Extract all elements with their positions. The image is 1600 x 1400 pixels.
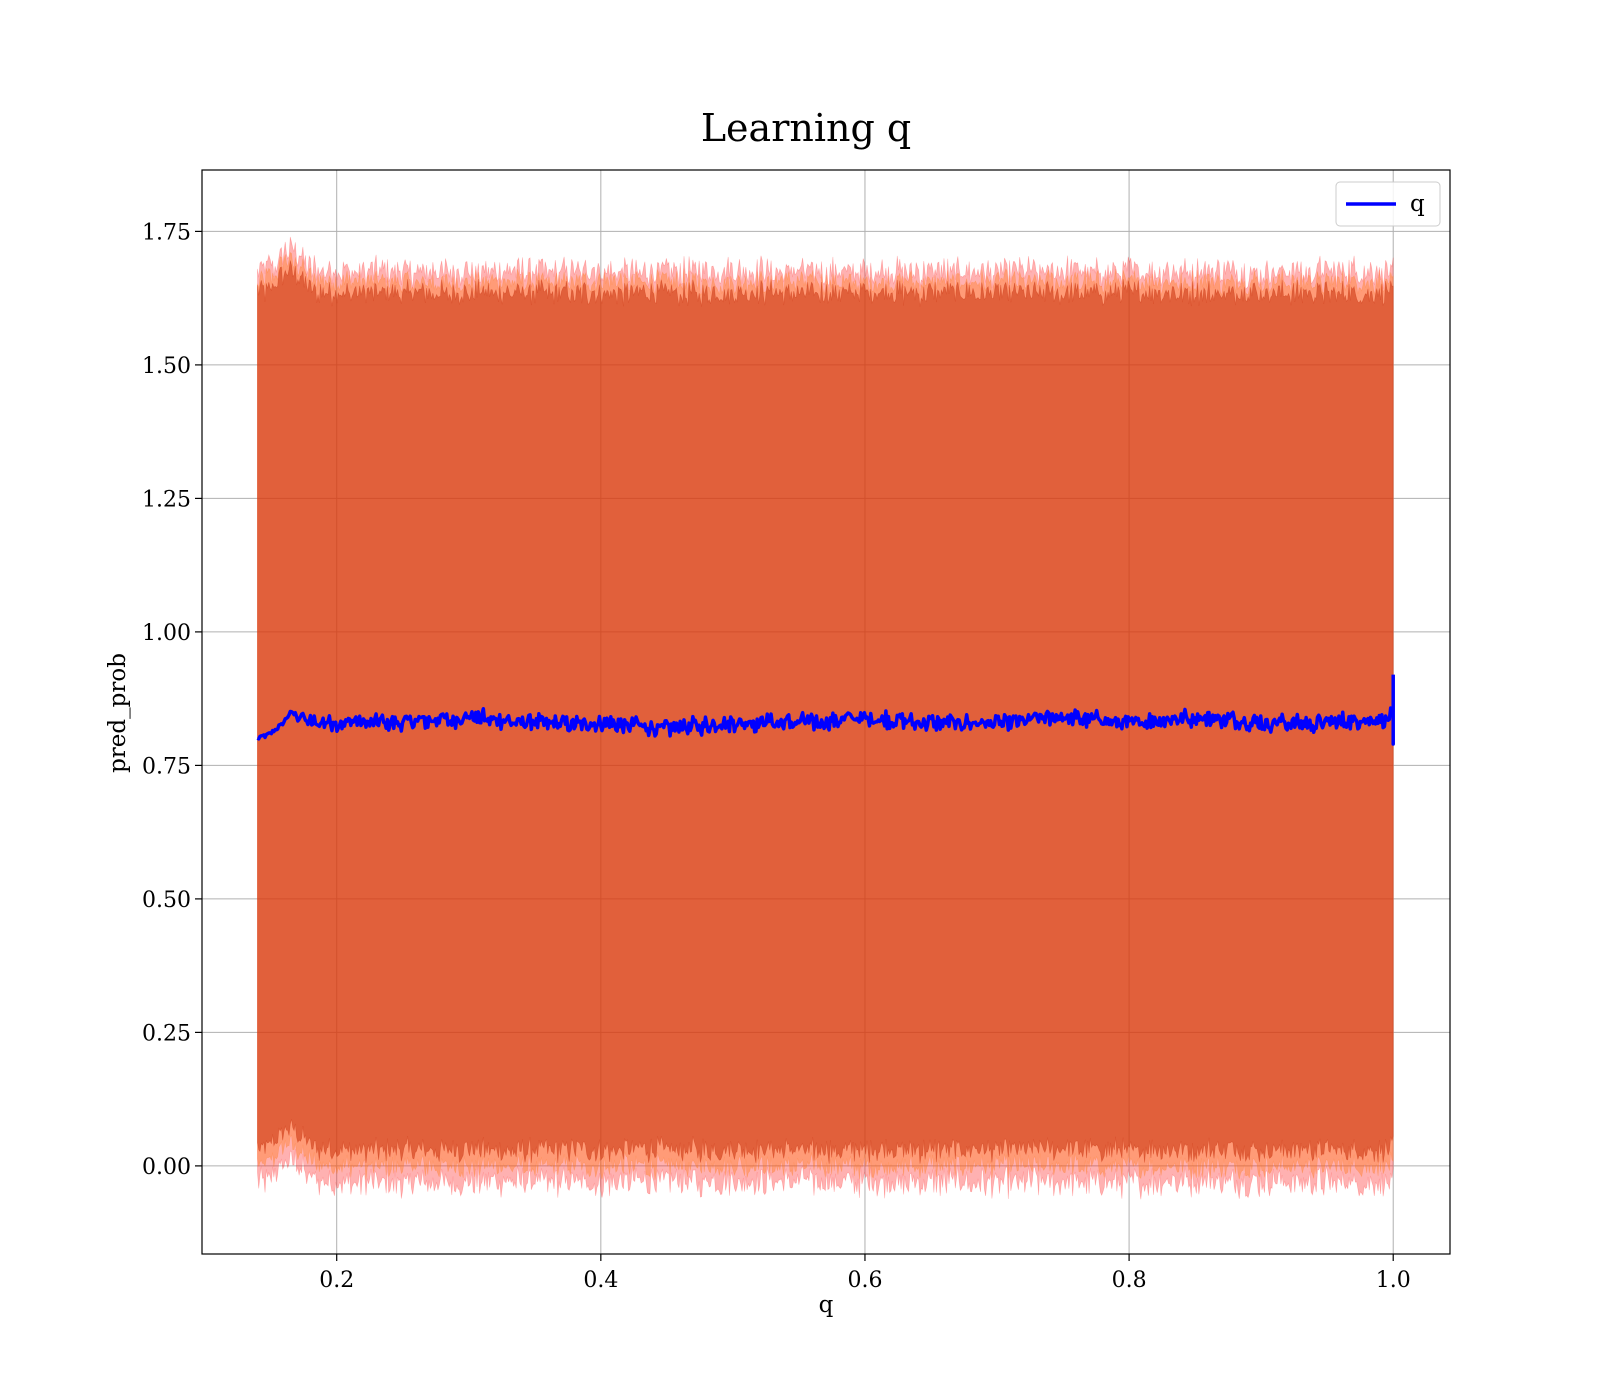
y-tick-label-3: 0.75 <box>142 754 191 779</box>
series-line-q <box>256 674 1395 746</box>
legend-label-0: q <box>1410 191 1425 217</box>
y-tick-label-1: 0.25 <box>142 1021 191 1046</box>
x-axis-label: q <box>819 1292 834 1318</box>
x-tick-label-0: 0.2 <box>319 1268 354 1293</box>
y-tick-label-6: 1.50 <box>142 354 191 379</box>
y-tick-label-4: 1.00 <box>142 621 191 646</box>
legend: q <box>1335 181 1441 227</box>
x-tick-label-1: 0.4 <box>583 1268 618 1293</box>
plot-frame <box>201 169 1451 1255</box>
chart-title: Learning q <box>701 106 911 150</box>
y-tick-label-5: 1.25 <box>142 487 191 512</box>
x-tick-label-3: 0.8 <box>1112 1268 1147 1293</box>
x-tick-label-2: 0.6 <box>847 1268 882 1293</box>
x-tick-label-4: 1.0 <box>1376 1268 1411 1293</box>
y-tick-label-7: 1.75 <box>142 220 191 245</box>
series <box>256 674 1395 746</box>
band-0 <box>257 260 1394 1164</box>
ticks: 0.2 0.4 0.6 0.8 1.0 0.00 0.25 0.50 0.75 1.00 1.25 1… <box>142 220 1411 1293</box>
y-tick-label-0: 0.00 <box>142 1155 191 1180</box>
band-1 <box>257 251 1394 1181</box>
y-axis-label: pred_prob <box>105 653 131 773</box>
y-tick-label-2: 0.50 <box>142 888 191 913</box>
